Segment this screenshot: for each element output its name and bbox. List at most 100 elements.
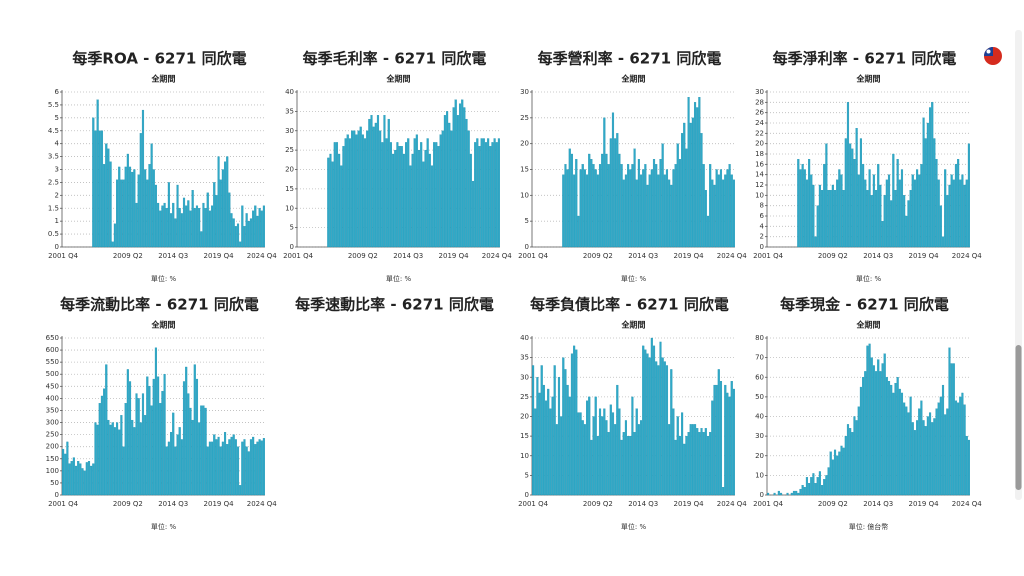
bar — [779, 492, 783, 496]
bar — [648, 357, 651, 496]
bar — [691, 424, 694, 496]
chart-title: 每季ROA - 6271 同欣電 — [72, 50, 246, 68]
y-tick-label: 15 — [285, 185, 294, 193]
y-tick-label: 10 — [520, 191, 529, 199]
bar — [627, 164, 630, 248]
y-tick-label: 400 — [46, 394, 59, 402]
bar — [579, 412, 582, 496]
y-tick-label: 20 — [755, 452, 764, 460]
bar — [711, 400, 714, 496]
bar — [846, 424, 850, 496]
bar — [241, 205, 244, 248]
bar — [139, 133, 142, 248]
bar — [937, 402, 940, 496]
bar — [489, 146, 492, 248]
y-tick-label: 4 — [55, 140, 60, 148]
x-tick-label: 2014 Q3 — [393, 252, 423, 260]
y-tick-label: 5 — [55, 114, 59, 122]
bar — [215, 195, 218, 248]
bar — [717, 174, 720, 248]
bar — [180, 439, 183, 496]
bar — [191, 419, 194, 496]
bar — [484, 142, 488, 248]
bar — [245, 213, 248, 248]
x-tick-label: 2019 Q4 — [674, 252, 705, 260]
bar — [120, 179, 123, 248]
bar — [797, 159, 800, 248]
bar — [655, 361, 658, 496]
bar — [939, 396, 942, 496]
bar — [665, 365, 669, 496]
bar — [189, 407, 192, 496]
bar — [193, 364, 196, 496]
bar — [111, 241, 114, 248]
bar — [596, 174, 599, 248]
bar — [126, 369, 129, 496]
bar — [875, 190, 878, 248]
y-tick-label: 20 — [520, 140, 529, 148]
bar — [256, 215, 259, 248]
bar — [655, 164, 658, 248]
y-tick-label: 350 — [46, 406, 59, 414]
bar — [262, 438, 265, 496]
scrollbar-thumb[interactable] — [1015, 345, 1022, 490]
bar — [790, 492, 793, 496]
bar — [920, 164, 923, 248]
bar — [926, 416, 929, 496]
bar — [159, 210, 162, 248]
chart-title: 每季流動比率 - 6271 同欣電 — [60, 296, 259, 314]
bar — [540, 365, 543, 496]
bar — [678, 435, 681, 496]
bar — [892, 392, 895, 496]
x-tick-label: 2001 Q4 — [518, 252, 549, 260]
bar — [715, 169, 718, 248]
bar — [849, 143, 852, 248]
bar — [163, 374, 166, 496]
bar — [961, 392, 964, 496]
bar — [622, 432, 625, 496]
bar — [586, 174, 589, 248]
bar — [840, 445, 843, 496]
bar — [963, 404, 966, 496]
bar — [258, 439, 261, 496]
bar — [633, 432, 636, 496]
bar — [928, 107, 932, 248]
y-tick-label: 2 — [760, 233, 764, 241]
bar — [420, 142, 423, 248]
bar — [668, 179, 671, 248]
bar — [182, 381, 186, 496]
bar — [726, 392, 729, 496]
bar — [161, 205, 164, 248]
bar — [575, 349, 578, 496]
bar — [450, 130, 453, 248]
bar — [900, 392, 904, 496]
bar — [946, 195, 949, 248]
bar — [338, 153, 341, 248]
unit-label: 單位: % — [621, 522, 647, 531]
x-tick-label: 2024 Q4 — [247, 500, 278, 508]
bar — [853, 159, 856, 248]
bar — [704, 428, 707, 496]
bar — [66, 441, 69, 496]
bar — [918, 408, 921, 496]
y-tick-label: 150 — [46, 455, 59, 463]
bar — [644, 349, 647, 496]
bar — [206, 446, 209, 496]
x-tick-label: 2009 Q2 — [583, 252, 613, 260]
bar — [797, 492, 800, 496]
bar — [566, 384, 569, 496]
y-tick-label: 650 — [46, 334, 59, 342]
bar — [657, 174, 660, 248]
bar — [94, 422, 97, 496]
bar — [805, 477, 809, 496]
bar — [687, 432, 690, 496]
bar — [709, 164, 712, 248]
y-tick-label: 8 — [760, 202, 764, 210]
bar — [948, 184, 951, 248]
bar — [351, 130, 354, 248]
bar — [213, 182, 216, 248]
bar — [469, 153, 472, 248]
bar — [916, 169, 919, 248]
bar — [215, 439, 218, 496]
bar — [208, 210, 211, 248]
